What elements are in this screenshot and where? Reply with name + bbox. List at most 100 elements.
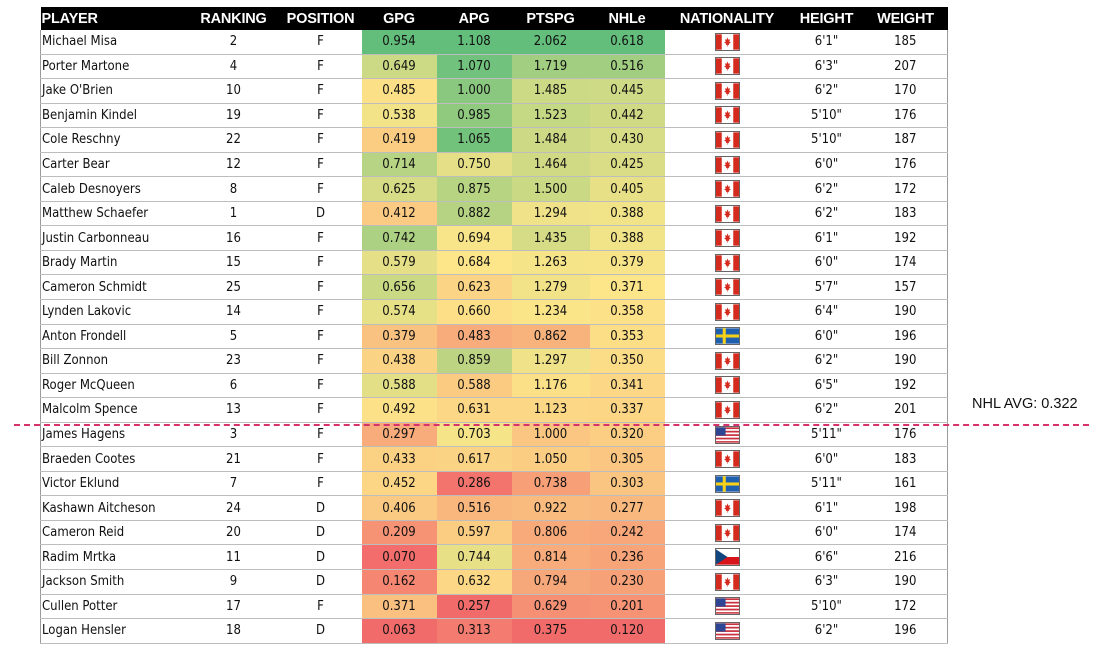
cell-position: F xyxy=(279,397,362,423)
cell-nhle: 0.341 xyxy=(589,373,665,399)
cell-position: D xyxy=(279,201,362,227)
cell-nhle: 0.379 xyxy=(589,250,665,276)
cell-height: 6'0" xyxy=(789,250,864,276)
col-header-player[interactable]: PLAYER xyxy=(40,7,188,30)
cell-player: Cullen Potter xyxy=(40,594,188,620)
cell-position: F xyxy=(279,176,362,202)
col-header-nhle[interactable]: NHLe xyxy=(589,7,665,30)
cell-weight: 185 xyxy=(863,30,948,55)
cell-ptspg: 1.123 xyxy=(511,397,590,423)
cell-ranking: 23 xyxy=(187,348,280,374)
cell-weight: 183 xyxy=(863,201,948,227)
table-row: Malcolm Spence 13 F 0.492 0.631 1.123 0.337 6'2… xyxy=(40,397,948,423)
cell-nhle: 0.120 xyxy=(589,618,665,644)
col-header-apg[interactable]: APG xyxy=(436,7,512,30)
cell-position: F xyxy=(279,250,362,276)
col-header-nationality[interactable]: NATIONALITY xyxy=(664,7,790,30)
cell-player: Cameron Schmidt xyxy=(40,274,188,301)
cell-height: 5'7" xyxy=(789,274,864,301)
canada-flag-icon xyxy=(714,523,740,542)
cell-ptspg: 1.176 xyxy=(511,373,590,399)
table-row: Lynden Lakovic 14 F 0.574 0.660 1.234 0.358 6'4… xyxy=(40,299,948,325)
cell-ranking: 25 xyxy=(187,274,280,301)
cell-weight: 161 xyxy=(863,471,948,497)
cell-nationality xyxy=(664,569,790,595)
cell-height: 6'1" xyxy=(789,30,864,55)
table-row: Radim Mrtka 11 D 0.070 0.744 0.814 0.236 6'6" 21… xyxy=(40,544,948,571)
cell-nhle: 0.388 xyxy=(589,201,665,227)
cell-height: 6'3" xyxy=(789,569,864,595)
cell-nationality xyxy=(664,250,790,276)
cell-nationality xyxy=(664,544,790,571)
cell-weight: 192 xyxy=(863,225,948,251)
cell-weight: 174 xyxy=(863,250,948,276)
cell-ptspg: 0.375 xyxy=(511,618,590,644)
cell-nationality xyxy=(664,225,790,251)
cell-ptspg: 1.485 xyxy=(511,78,590,104)
cell-ptspg: 0.862 xyxy=(511,324,590,350)
cell-weight: 190 xyxy=(863,299,948,325)
cell-nhle: 0.305 xyxy=(589,446,665,472)
cell-player: Cameron Reid xyxy=(40,520,188,546)
cell-nationality xyxy=(664,495,790,521)
cell-player: Brady Martin xyxy=(40,250,188,276)
cell-ptspg: 2.062 xyxy=(511,30,590,55)
cell-player: Jake O'Brien xyxy=(40,78,188,104)
cell-height: 6'5" xyxy=(789,373,864,399)
cell-apg: 0.483 xyxy=(436,324,512,350)
cell-height: 6'0" xyxy=(789,324,864,350)
cell-ptspg: 1.484 xyxy=(511,127,590,153)
nhl-average-line xyxy=(14,424,1089,426)
cell-position: F xyxy=(279,225,362,251)
header-row: PLAYER RANKING POSITION GPG APG PTSPG NH… xyxy=(40,7,948,30)
cell-player: Jackson Smith xyxy=(40,569,188,595)
cell-weight: 170 xyxy=(863,78,948,104)
table-row: Victor Eklund 7 F 0.452 0.286 0.738 0.303 5'11"… xyxy=(40,471,948,497)
cell-nhle: 0.337 xyxy=(589,397,665,423)
cell-position: F xyxy=(279,422,362,448)
cell-apg: 0.703 xyxy=(436,422,512,448)
cell-player: Malcolm Spence xyxy=(40,397,188,423)
cell-ranking: 8 xyxy=(187,176,280,202)
cell-player: Roger McQueen xyxy=(40,373,188,399)
cell-weight: 190 xyxy=(863,569,948,595)
cell-gpg: 0.492 xyxy=(361,397,437,423)
cell-apg: 0.882 xyxy=(436,201,512,227)
cell-ptspg: 0.806 xyxy=(511,520,590,546)
cell-ptspg: 1.279 xyxy=(511,274,590,301)
cell-height: 6'0" xyxy=(789,520,864,546)
canada-flag-icon xyxy=(714,155,740,174)
cell-weight: 201 xyxy=(863,397,948,423)
col-header-height[interactable]: HEIGHT xyxy=(789,7,864,30)
cell-position: F xyxy=(279,78,362,104)
table-row: Cullen Potter 17 F 0.371 0.257 0.629 0.201 5'10… xyxy=(40,594,948,620)
cell-ranking: 19 xyxy=(187,103,280,129)
col-header-ranking[interactable]: RANKING xyxy=(187,7,280,30)
table-row: Cole Reschny 22 F 0.419 1.065 1.484 0.430 5'10"… xyxy=(40,127,948,153)
cell-nationality xyxy=(664,152,790,178)
cell-ptspg: 1.719 xyxy=(511,54,590,80)
cell-weight: 207 xyxy=(863,54,948,80)
cell-player: Braeden Cootes xyxy=(40,446,188,472)
table-row: Michael Misa 2 F 0.954 1.108 2.062 0.618 6'1" 18… xyxy=(40,30,948,55)
cell-position: D xyxy=(279,495,362,521)
col-header-position[interactable]: POSITION xyxy=(279,7,362,30)
cell-nhle: 0.445 xyxy=(589,78,665,104)
cell-apg: 1.065 xyxy=(436,127,512,153)
cell-nationality xyxy=(664,446,790,472)
cell-nationality xyxy=(664,54,790,80)
col-header-gpg[interactable]: GPG xyxy=(361,7,437,30)
cell-nhle: 0.350 xyxy=(589,348,665,374)
col-header-ptspg[interactable]: PTSPG xyxy=(511,7,590,30)
cell-gpg: 0.433 xyxy=(361,446,437,472)
cell-gpg: 0.649 xyxy=(361,54,437,80)
cell-gpg: 0.406 xyxy=(361,495,437,521)
cell-ranking: 21 xyxy=(187,446,280,472)
cell-ranking: 9 xyxy=(187,569,280,595)
cell-ptspg: 1.294 xyxy=(511,201,590,227)
cell-gpg: 0.579 xyxy=(361,250,437,276)
col-header-weight[interactable]: WEIGHT xyxy=(863,7,948,30)
cell-gpg: 0.419 xyxy=(361,127,437,153)
cell-ranking: 12 xyxy=(187,152,280,178)
cell-ranking: 17 xyxy=(187,594,280,620)
